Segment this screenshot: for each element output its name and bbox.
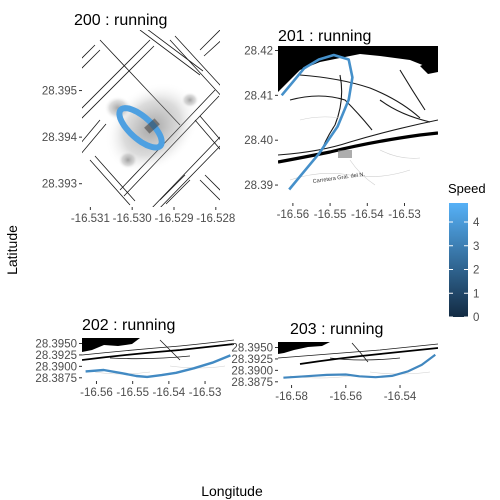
y-ticks-200: 28.393 28.394 28.395 (42, 86, 82, 191)
legend-title: Speed (448, 181, 486, 196)
map-background-202 (82, 338, 234, 381)
speed-legend: Speed 4 3 2 1 0 (448, 181, 486, 324)
x-tick-label: -16.530 (113, 213, 152, 225)
y-tick-label: 28.394 (42, 132, 78, 144)
legend-ticks: 4 3 2 1 0 (449, 217, 480, 324)
facet-panel-203: 203 : running 28.387528.390028.392528.39… (231, 321, 438, 403)
x-tick-label: -16.56 (329, 391, 362, 403)
x-ticks-200: -16.531 -16.530 -16.529 -16.528 (71, 207, 235, 225)
track-203 (283, 353, 436, 379)
x-axis-label: Longitude (201, 483, 263, 499)
legend-tick-label: 0 (473, 312, 479, 324)
y-tick-label: 28.40 (244, 135, 273, 147)
legend-tick-label: 3 (473, 241, 479, 253)
y-tick-label: 28.393 (42, 179, 77, 191)
legend-colorbar (449, 203, 468, 317)
track-200 (116, 105, 165, 151)
y-tick-label: 28.3925 (231, 354, 273, 366)
y-tick-label: 28.39 (244, 180, 273, 192)
y-tick-label: 28.3875 (231, 377, 273, 389)
y-ticks-201: 28.39 28.40 28.41 28.42 (244, 45, 278, 192)
y-tick-label: 28.3900 (231, 365, 273, 377)
y-tick-label: 28.41 (244, 90, 273, 102)
panel-title-201: 201 : running (278, 28, 371, 45)
y-tick-label: 28.42 (244, 45, 273, 57)
facet-panel-202: 202 : running 28.387528.390028.392528.39… (35, 317, 234, 399)
y-tick-label: 28.3875 (35, 373, 77, 385)
x-tick-label: -16.531 (71, 213, 110, 225)
legend-tick-label: 2 (473, 265, 479, 277)
x-ticks-203: -16.58 -16.56 -16.54 (275, 385, 417, 403)
x-tick-label: -16.54 (384, 391, 417, 403)
y-axis-label: Latitude (4, 225, 20, 275)
y-tick-label: 28.3950 (231, 342, 273, 354)
panel-title-202: 202 : running (82, 317, 175, 334)
x-tick-label: -16.54 (153, 387, 186, 399)
x-tick-label: -16.56 (80, 387, 113, 399)
y-tick-label: 28.3950 (35, 338, 77, 350)
x-tick-label: -16.58 (275, 391, 308, 403)
track-202 (85, 354, 231, 379)
x-tick-label: -16.55 (116, 387, 149, 399)
map-background-203 (278, 342, 438, 385)
legend-tick-label: 4 (473, 217, 480, 229)
panel-title-200: 200 : running (74, 12, 167, 29)
x-tick-label: -16.529 (154, 213, 193, 225)
y-tick-label: 28.395 (42, 86, 77, 98)
x-tick-label: -16.56 (277, 209, 310, 221)
y-tick-label: 28.3925 (35, 350, 77, 362)
x-tick-label: -16.53 (388, 209, 421, 221)
map-background-201: Carretera Gral. del N. (278, 46, 438, 203)
x-tick-label: -16.55 (314, 209, 347, 221)
x-tick-label: -16.528 (196, 213, 235, 225)
y-tick-label: 28.3900 (35, 361, 77, 373)
facet-panel-200: 200 : running (42, 12, 236, 225)
x-tick-label: -16.54 (351, 209, 384, 221)
x-ticks-201: -16.56 -16.55 -16.54 -16.53 (277, 203, 421, 221)
track-201 (280, 53, 354, 191)
x-ticks-202: -16.56 -16.55 -16.54 -16.53 (80, 381, 221, 399)
facet-panel-201: 201 : running Carretera Gral. del N. (244, 28, 438, 221)
panel-title-203: 203 : running (290, 321, 383, 338)
legend-tick-label: 1 (473, 288, 479, 300)
map-background-200 (82, 30, 220, 207)
x-tick-label: -16.53 (189, 387, 222, 399)
